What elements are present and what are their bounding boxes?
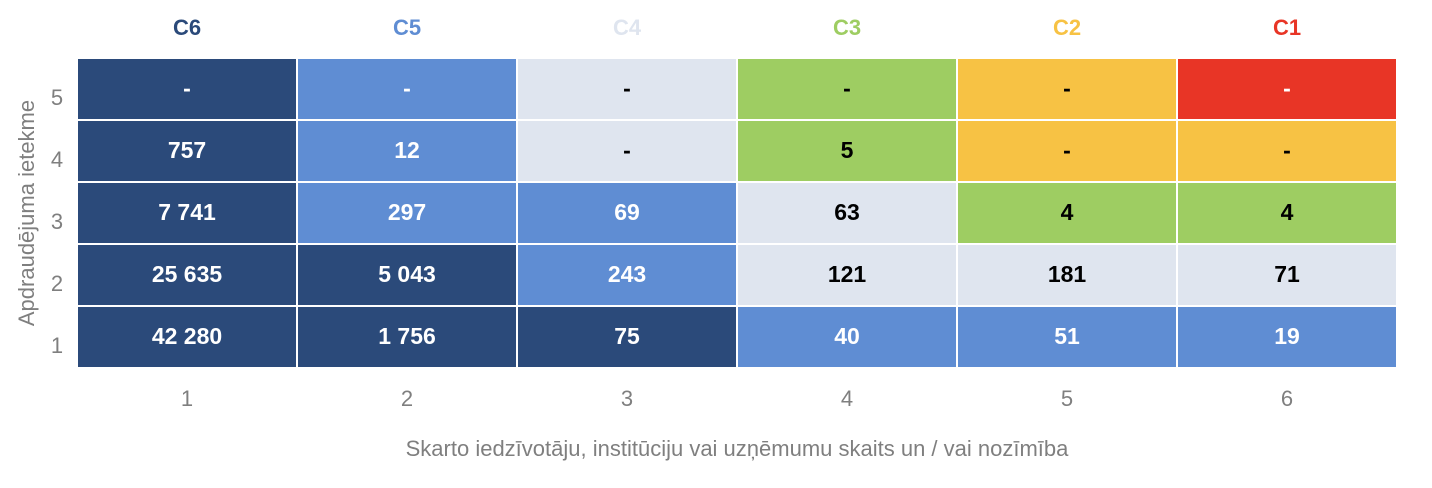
cell-label: 4 — [1061, 199, 1074, 225]
cell-label: - — [403, 75, 411, 101]
cell-label: 1 756 — [378, 323, 436, 349]
cell — [1176, 305, 1398, 369]
x-tick-label: 3 — [621, 386, 633, 411]
cell-label: 297 — [388, 199, 426, 225]
cell-label: 12 — [394, 137, 420, 163]
cell — [296, 181, 518, 245]
x-tick-label: 1 — [181, 386, 193, 411]
cell-label: 51 — [1054, 323, 1080, 349]
cell-label: - — [843, 75, 851, 101]
cell — [516, 305, 738, 369]
cell — [736, 243, 958, 307]
cell-label: 757 — [168, 137, 206, 163]
y-tick-label: 1 — [51, 333, 63, 358]
cell-label: 243 — [608, 261, 646, 287]
cell-label: 7 741 — [158, 199, 216, 225]
cell-label: 181 — [1048, 261, 1087, 287]
y-tick-label: 2 — [51, 271, 63, 296]
cell — [956, 181, 1178, 245]
cell — [76, 243, 298, 307]
y-tick-label: 3 — [51, 209, 63, 234]
x-tick-label: 5 — [1061, 386, 1073, 411]
cell — [736, 305, 958, 369]
cell — [76, 57, 298, 121]
legend-label: C1 — [1273, 15, 1301, 40]
legend-label: C5 — [393, 15, 421, 40]
cell-label: 25 635 — [152, 261, 223, 287]
cell-label: - — [1283, 137, 1291, 163]
y-tick-label: 4 — [51, 147, 63, 172]
cell-label: - — [183, 75, 191, 101]
cell-label: 5 043 — [378, 261, 436, 287]
cell — [1176, 119, 1398, 183]
y-axis-title: Apdraudējuma ietekme — [14, 100, 39, 326]
cell-label: 19 — [1274, 323, 1300, 349]
cell — [516, 57, 738, 121]
cell-label: - — [1283, 75, 1291, 101]
legend-label: C2 — [1053, 15, 1081, 40]
cell — [956, 243, 1178, 307]
x-tick-label: 4 — [841, 386, 853, 411]
cell — [296, 57, 518, 121]
cell-label: 4 — [1281, 199, 1294, 225]
legend-label: C6 — [173, 15, 201, 40]
cell — [1176, 57, 1398, 121]
x-tick-label: 2 — [401, 386, 413, 411]
cell-label: 121 — [828, 261, 867, 287]
legend-label: C4 — [613, 15, 642, 40]
cell-label: 40 — [834, 323, 860, 349]
legend-label: C3 — [833, 15, 861, 40]
cell-label: 69 — [614, 199, 640, 225]
cell — [736, 181, 958, 245]
cell — [1176, 243, 1398, 307]
cell — [1176, 181, 1398, 245]
cell — [296, 119, 518, 183]
cell — [736, 119, 958, 183]
cell-label: 75 — [614, 323, 640, 349]
cell-label: - — [623, 75, 631, 101]
cell — [76, 305, 298, 369]
x-tick-label: 6 — [1281, 386, 1293, 411]
cell — [516, 243, 738, 307]
cell-label: 5 — [841, 137, 854, 163]
x-axis-title: Skarto iedzīvotāju, institūciju vai uzņē… — [406, 436, 1070, 461]
cell-label: - — [1063, 137, 1071, 163]
cell-label: - — [1063, 75, 1071, 101]
cell-label: - — [623, 137, 631, 163]
cell-label: 42 280 — [152, 323, 222, 349]
cell — [296, 243, 518, 307]
cell-label: 63 — [834, 199, 860, 225]
cell-label: 71 — [1274, 261, 1300, 287]
cell — [956, 305, 1178, 369]
y-tick-label: 5 — [51, 85, 63, 110]
